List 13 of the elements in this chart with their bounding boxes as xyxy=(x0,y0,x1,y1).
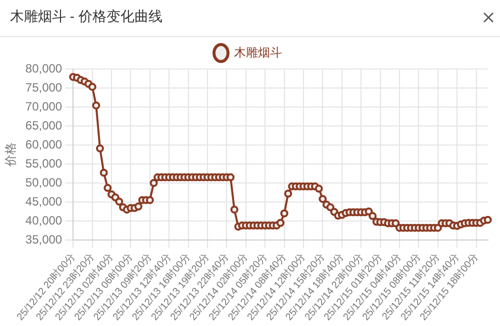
legend-label: 木雕烟斗 xyxy=(234,45,282,60)
chart-title: 木雕烟斗 - 价格变化曲线 xyxy=(10,8,162,26)
y-axis-title: 价格 xyxy=(4,142,18,168)
y-tick-label: 70,000 xyxy=(25,99,62,114)
y-tick-label: 55,000 xyxy=(25,156,62,170)
y-tick-label: 50,000 xyxy=(25,175,62,190)
y-tick-label: 60,000 xyxy=(25,137,62,152)
y-tick-label: 40,000 xyxy=(25,213,62,228)
y-tick-label: 80,000 xyxy=(25,61,62,76)
y-tick-label: 35,000 xyxy=(25,232,62,246)
y-tick-label: 45,000 xyxy=(25,194,62,208)
y-tick-label: 65,000 xyxy=(25,118,62,132)
y-tick-label: 75,000 xyxy=(25,80,62,94)
